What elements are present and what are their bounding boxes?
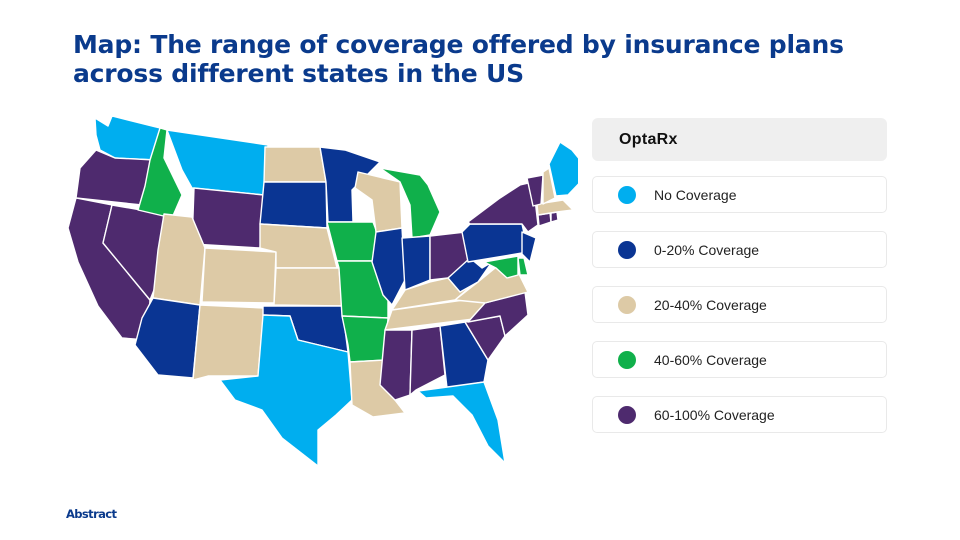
state-ar (341, 315, 389, 363)
state-md (483, 255, 519, 279)
legend: OptaRx No Coverage 0-20% Coverage 20-40%… (592, 118, 887, 433)
state-il (371, 227, 406, 306)
legend-item-60-100: 60-100% Coverage (592, 396, 887, 433)
state-in (401, 235, 431, 291)
state-nh (542, 167, 556, 205)
legend-label: 60-100% Coverage (654, 406, 775, 423)
60-100-coverage-swatch (618, 405, 636, 424)
0-20-coverage-swatch (618, 240, 636, 259)
20-40-coverage-swatch (618, 295, 636, 314)
state-mn (319, 146, 381, 223)
page-title: Map: The range of coverage offered by in… (73, 30, 844, 88)
state-ri (550, 211, 559, 223)
state-mt (166, 129, 269, 196)
legend-label: 40-60% Coverage (654, 351, 767, 368)
state-mi (379, 167, 441, 239)
legend-item-no-coverage: No Coverage (592, 176, 887, 213)
state-fl (417, 381, 506, 464)
state-tx (219, 314, 353, 467)
state-ks (273, 267, 343, 307)
legend-label: 20-40% Coverage (654, 296, 767, 313)
legend-item-0-20: 0-20% Coverage (592, 231, 887, 268)
legend-header: OptaRx (592, 118, 887, 161)
state-ms (379, 329, 413, 401)
no-coverage-swatch (618, 185, 636, 204)
state-ma (536, 199, 574, 216)
legend-item-20-40: 20-40% Coverage (592, 286, 887, 323)
state-de (517, 257, 529, 276)
state-vt (526, 174, 544, 207)
40-60-coverage-swatch (618, 350, 636, 369)
state-sd (259, 181, 328, 229)
state-nj (521, 231, 537, 263)
state-nm (192, 304, 265, 381)
legend-label: 0-20% Coverage (654, 241, 760, 258)
state-wy (191, 187, 265, 249)
state-ny (467, 181, 539, 233)
state-co (201, 247, 277, 304)
brand-logo: Abstract (66, 507, 117, 521)
us-coverage-map (58, 112, 578, 472)
state-me (548, 141, 578, 197)
legend-label: No Coverage (654, 186, 737, 203)
state-ga (439, 321, 489, 389)
legend-item-40-60: 40-60% Coverage (592, 341, 887, 378)
state-nd (263, 146, 327, 183)
state-al (409, 325, 446, 396)
